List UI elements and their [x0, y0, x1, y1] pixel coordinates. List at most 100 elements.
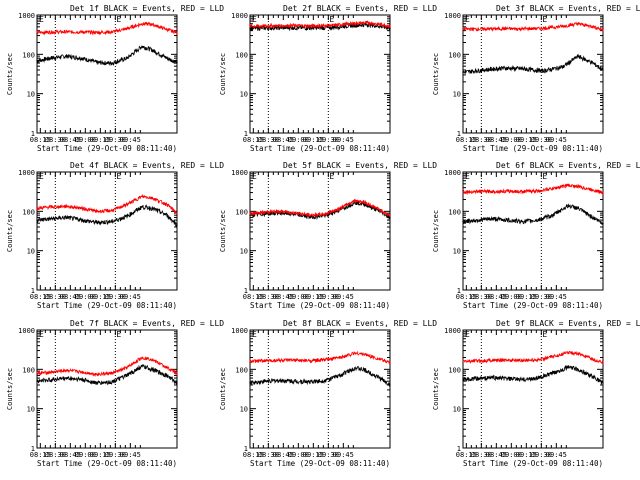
- data-point-lld: [537, 359, 539, 361]
- x-tick-label: 08:45: [273, 451, 294, 459]
- data-point-events: [96, 61, 98, 64]
- data-point-lld: [577, 185, 579, 188]
- data-point-lld: [141, 23, 143, 25]
- x-tick-label: 08:30: [258, 451, 279, 459]
- y-tick-label: 100: [448, 208, 461, 216]
- data-point-events: [389, 216, 391, 219]
- y-tick-label: 1: [31, 130, 35, 138]
- x-axis-label: Start Time (29-Oct-09 08:11:40): [250, 301, 390, 310]
- plot-frame: [249, 171, 391, 291]
- data-point-events: [96, 382, 98, 384]
- data-point-lld: [96, 210, 98, 213]
- data-point-lld: [354, 199, 356, 202]
- panel-title: Det 5f BLACK = Events, RED = LLD: [283, 161, 437, 170]
- x-tick-label: 08:30: [471, 293, 492, 301]
- data-point-events: [562, 66, 564, 68]
- x-tick-label: 08:45: [486, 136, 507, 144]
- data-point-lld: [339, 356, 341, 359]
- x-tick-label: 09:45: [333, 293, 354, 301]
- x-tick-label: 09:30: [531, 293, 552, 301]
- y-tick-label: 100: [22, 51, 35, 59]
- data-point-events: [111, 220, 113, 223]
- x-tick-label: 09:45: [120, 293, 141, 301]
- data-point-lld: [367, 21, 369, 24]
- data-point-lld: [36, 31, 38, 34]
- data-point-events: [537, 219, 539, 221]
- data-point-lld: [379, 23, 381, 26]
- y-tick-label: 100: [235, 208, 248, 216]
- x-axis-label: Start Time (29-Oct-09 08:11:40): [463, 459, 603, 468]
- marker-e-label: E: [542, 172, 547, 181]
- data-point-events: [477, 377, 479, 380]
- data-point-lld: [279, 210, 281, 213]
- series-line-events: [249, 21, 391, 32]
- data-point-events: [81, 57, 83, 59]
- x-tick-label: 08:15: [456, 451, 477, 459]
- y-tick-label: 100: [448, 366, 461, 374]
- data-point-events: [151, 207, 153, 209]
- data-point-lld: [602, 29, 604, 31]
- series-line-lld: [36, 356, 178, 378]
- data-point-lld: [552, 355, 554, 358]
- data-point-lld: [279, 359, 281, 361]
- data-point-events: [264, 380, 266, 382]
- data-point-events: [66, 216, 68, 219]
- data-point-lld: [364, 201, 366, 203]
- data-point-lld: [249, 360, 251, 363]
- data-point-lld: [151, 23, 153, 26]
- x-tick-label: 08:30: [45, 451, 66, 459]
- x-tick-label: 09:15: [516, 136, 537, 144]
- data-point-lld: [176, 31, 178, 34]
- panel-title: Det 7f BLACK = Events, RED = LLD: [70, 319, 224, 328]
- plot-frame: [249, 329, 391, 449]
- data-point-events: [339, 374, 341, 377]
- marker-e-label: E: [542, 15, 547, 24]
- x-tick-label: 09:30: [318, 451, 339, 459]
- data-point-lld: [592, 189, 594, 191]
- data-point-lld: [294, 212, 296, 214]
- data-point-lld: [462, 360, 464, 363]
- data-point-lld: [111, 31, 113, 33]
- data-point-events: [81, 378, 83, 381]
- x-tick-label: 08:30: [45, 136, 66, 144]
- data-point-events: [477, 219, 479, 221]
- data-point-lld: [264, 360, 266, 362]
- data-point-lld: [477, 360, 479, 362]
- series-line-lld: [36, 193, 178, 214]
- x-tick-label: 08:15: [243, 136, 264, 144]
- data-point-lld: [577, 352, 579, 355]
- data-point-events: [176, 382, 178, 384]
- x-tick-label: 09:30: [105, 136, 126, 144]
- y-axis-label: Counts/sec: [432, 210, 440, 252]
- data-point-lld: [66, 31, 68, 33]
- data-point-lld: [552, 187, 554, 190]
- data-point-events: [36, 219, 38, 221]
- data-point-lld: [379, 358, 381, 360]
- data-point-events: [176, 224, 178, 226]
- data-point-events: [592, 62, 594, 64]
- y-tick-label: 10: [453, 91, 461, 99]
- data-point-lld: [166, 28, 168, 31]
- x-tick-label: 08:45: [486, 293, 507, 301]
- series-line-lld: [249, 20, 391, 29]
- data-point-events: [522, 378, 524, 381]
- data-point-lld: [592, 358, 594, 360]
- series-line-lld: [462, 183, 604, 196]
- data-point-events: [324, 379, 326, 382]
- marker-e-label: E: [252, 15, 257, 24]
- data-point-events: [66, 377, 68, 379]
- x-axis-label: Start Time (29-Oct-09 08:11:40): [463, 301, 603, 310]
- data-point-events: [126, 215, 128, 217]
- data-point-events: [567, 366, 569, 368]
- series-line-lld: [462, 350, 604, 365]
- data-point-lld: [249, 25, 251, 27]
- data-point-lld: [364, 353, 366, 356]
- data-point-lld: [477, 190, 479, 193]
- data-point-lld: [81, 207, 83, 209]
- data-point-lld: [492, 190, 494, 193]
- y-tick-label: 1000: [444, 169, 461, 177]
- y-tick-label: 1000: [18, 169, 35, 177]
- data-point-lld: [151, 358, 153, 360]
- y-tick-label: 1000: [18, 327, 35, 335]
